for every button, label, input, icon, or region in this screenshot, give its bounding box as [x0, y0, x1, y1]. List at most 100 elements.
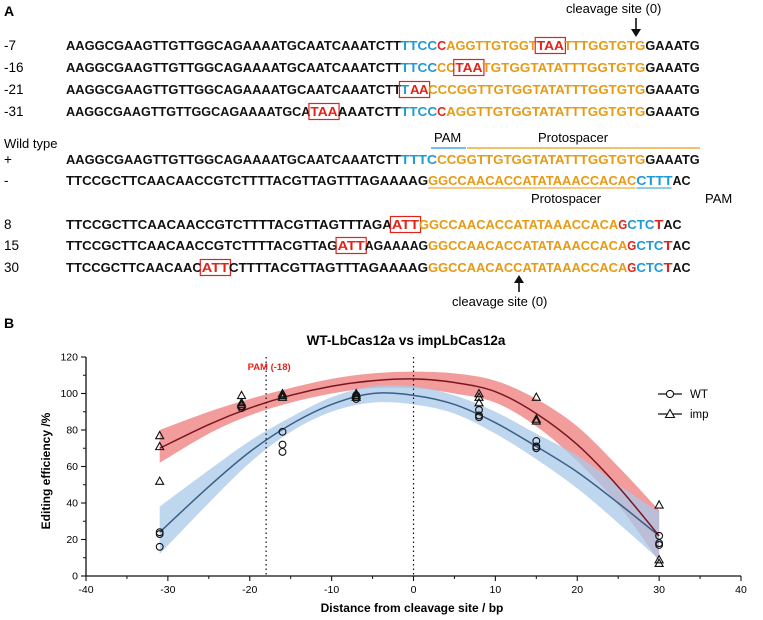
- bottom-row-0-segment: GGCCAACACCATATAAACCACA: [419, 217, 619, 232]
- top-row-3-mutation-box: [308, 102, 340, 121]
- bottom-row-2-segment: CTC: [636, 260, 664, 275]
- top-row-0-segment: TAA: [537, 38, 565, 53]
- bottom-row-2-segment: G: [627, 260, 636, 275]
- top-row-0-segment: TTTGGTGTG: [564, 38, 645, 53]
- bottom-row-1-segment: ATT: [338, 238, 365, 253]
- imp-data-point: [531, 415, 542, 425]
- bottom-row-2-segment: TTCCGCTTCAACAAC: [66, 260, 202, 275]
- bottom-row-1-segment: G: [627, 238, 636, 253]
- top-row-2-base: A: [410, 82, 420, 97]
- x-tick-label: 20: [571, 584, 583, 596]
- y-tick-label: 100: [60, 388, 78, 400]
- imp-data-point: [236, 397, 247, 407]
- imp-data-point: [351, 390, 362, 400]
- chart-legend: WT imp: [658, 389, 709, 421]
- top-row-1-segment: TTCC: [401, 60, 438, 75]
- bottom-row-2-mutation-box: [199, 258, 232, 277]
- wild-type-rows: + AAGGCGAAGTTGTTGGCAGAAAATGCAATCAAATCTT TT…: [4, 152, 700, 189]
- y-tick-label: 20: [66, 534, 78, 546]
- top-row-0-mutation-box: [534, 36, 566, 55]
- bottom-row-1-segment: CTC: [636, 238, 664, 253]
- imp-data-point: [531, 413, 542, 423]
- imp-fit-line: [159, 378, 660, 537]
- bottom-row-1-segment: T: [663, 238, 672, 253]
- top-row-0-segment: AAGGCGAAGTTGTTGGCAGAAAATGCAATCAAATCTT: [66, 38, 401, 53]
- bottom-row-2-label: 30: [4, 260, 19, 275]
- wt-data-point: [278, 440, 287, 449]
- bottom-row-1-mutation-box: [335, 236, 367, 255]
- bottom-row-0-segment: TTCCGCTTCAACAACCGTCTTTTACGTTAGTTTAGA: [66, 217, 392, 232]
- imp-data-point: [531, 392, 542, 401]
- top-row-1-segment: CC: [437, 60, 456, 75]
- x-tick-label: -40: [78, 584, 93, 596]
- wt-minus-segment: TTCCGCTTCAACAACCGTCTTTTACGTTAGTTTAGAAAAG: [66, 173, 428, 188]
- top-row-2-base: A: [419, 82, 429, 97]
- top-row-1-segment: TGTGGTATATTTGGTGTG: [482, 60, 645, 75]
- x-tick-label: 0: [411, 584, 417, 596]
- imp-data-point: [351, 388, 362, 398]
- wt-plus-label: +: [4, 152, 12, 167]
- imp-data-point: [236, 390, 247, 400]
- bottom-row-2-segment: CTTTTACGTTAGTTTAGAAAAG: [229, 260, 428, 275]
- imp-data-point: [474, 397, 484, 407]
- x-tick-label: -20: [242, 584, 257, 596]
- wt-data-point: [278, 447, 287, 456]
- wt-plus-segment: AAGGCGAAGTTGTTGGCAGAAAATGCAATCAAATCTT: [66, 152, 401, 167]
- bottom-row-2-segment: GGCCAACACCATATAAACCACA: [428, 260, 628, 275]
- wt-data-point: [155, 530, 164, 538]
- legend-label: WT: [690, 389, 708, 401]
- wt-data-point: [532, 444, 541, 453]
- x-axis-label: Distance from cleavage site / bp: [321, 601, 504, 615]
- mutant-rows-top: -7 AAGGCGAAGTTGTTGGCAGAAAATGCAATCAAATCTT T…: [4, 36, 700, 121]
- top-row-0-segment: GAAATG: [645, 38, 699, 53]
- wt-minus-label: -: [4, 173, 9, 188]
- pam-bottom-label: PAM: [705, 191, 732, 206]
- top-row-0-segment: C: [437, 38, 446, 53]
- wt-minus-segment: GGCCAACACCATATAAACCACAC: [428, 173, 637, 188]
- top-row-3-label: -31: [4, 104, 24, 119]
- top-row-2-segment: AAGGCGAAGTTGTTGGCAGAAAATGCAATCAAATCTT: [66, 82, 401, 97]
- top-row-3-segment: GAAATG: [645, 104, 699, 119]
- imp-data-point: [351, 392, 362, 401]
- top-row-0-segment: AGGTTGTGGT: [446, 38, 537, 53]
- top-cleavage-arrow: [631, 18, 641, 37]
- imp-data-point: [654, 558, 665, 567]
- top-row-3-segment: C: [437, 104, 446, 119]
- pam-top-label: PAM: [434, 130, 461, 145]
- x-tick-label: 40: [735, 584, 747, 596]
- imp-data-point: [474, 388, 484, 398]
- imp-data-point: [654, 499, 665, 509]
- wt-plus-segment: GAAATG: [645, 152, 699, 167]
- bottom-row-0-segment: ATT: [392, 217, 419, 232]
- top-row-1-label: -16: [4, 60, 24, 75]
- legend-circle-marker: [665, 389, 675, 399]
- y-axis-label: Editing efficiency /%: [39, 412, 53, 529]
- imp-data-point: [277, 388, 288, 398]
- wt-minus-segment: CTTT: [636, 173, 672, 188]
- bottom-row-1-segment: GGCCAACACCATATAAACCACA: [428, 238, 628, 253]
- top-row-1-segment: AAGGCGAAGTTGTTGGCAGAAAATGCAATCAAATCTT: [66, 60, 401, 75]
- bottom-row-0-label: 8: [4, 217, 12, 232]
- bottom-row-2-segment: T: [663, 260, 672, 275]
- x-tick-label: 30: [653, 584, 665, 596]
- bottom-row-1-label: 15: [4, 238, 19, 253]
- bottom-row-0-segment: T: [654, 217, 663, 232]
- top-row-2-mutation-box: [398, 80, 431, 99]
- legend-triangle-marker: [664, 408, 676, 419]
- imp-data-point: [474, 392, 484, 401]
- bottom-row-1-segment: AC: [673, 238, 692, 253]
- panel-a-label: A: [4, 3, 14, 19]
- bottom-row-0-segment: AC: [663, 217, 682, 232]
- imp-data-point: [154, 441, 165, 451]
- x-tick-label: -30: [160, 584, 175, 596]
- imp-data-point: [654, 554, 665, 564]
- wt-plus-segment: CCGGTTGTGGTATATTTGGTGTG: [437, 152, 645, 167]
- bottom-row-0-segment: G: [618, 217, 627, 232]
- wild-type-title: Wild type: [4, 136, 57, 151]
- protospacer-top-label: Protospacer: [538, 130, 609, 145]
- wt-fit-line: [159, 392, 660, 537]
- x-tick-label: -10: [324, 584, 339, 596]
- wt-minus-segment: AC: [673, 173, 692, 188]
- bottom-row-2-segment: ATT: [202, 260, 229, 275]
